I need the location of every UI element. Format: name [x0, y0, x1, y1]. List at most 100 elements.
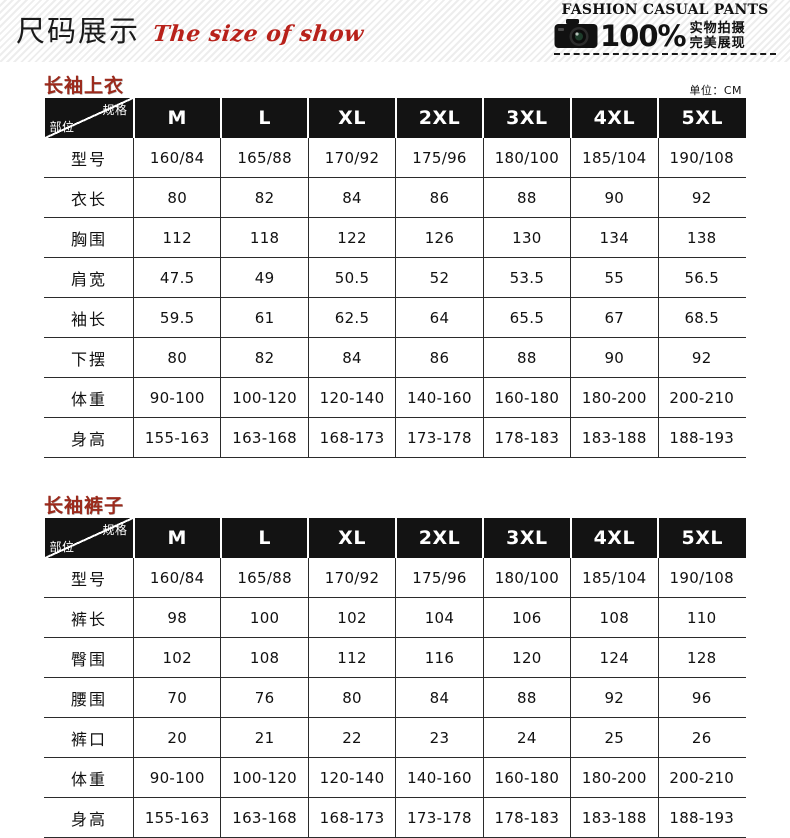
row-label: 体重	[44, 757, 134, 798]
size-header-2xl: 2XL	[395, 518, 485, 558]
cell: 180-200	[570, 757, 659, 798]
cell: 55	[570, 257, 659, 298]
cell: 65.5	[482, 297, 572, 338]
row-label: 下摆	[44, 337, 134, 378]
cell: 84	[307, 337, 397, 378]
section-top-title: 长袖上衣	[44, 75, 125, 97]
cell: 124	[570, 637, 659, 678]
banner-title-en: The size of show	[151, 21, 366, 47]
size-table-pants-head: 规格 部位 M L XL 2XL 3XL 4XL 5XL	[44, 518, 746, 558]
size-header-3xl: 3XL	[483, 98, 572, 138]
table-row: 腰围 70 76 80 84 88 92 96	[44, 677, 747, 718]
cell: 80	[132, 337, 222, 378]
banner-title: 尺码展示 The size of show	[16, 8, 366, 50]
row-label: 肩宽	[44, 257, 134, 298]
cell: 183-188	[570, 797, 659, 838]
cell: 22	[307, 717, 397, 758]
cell: 165/88	[220, 558, 309, 598]
cell: 24	[482, 717, 572, 758]
cell: 84	[307, 177, 397, 218]
cell: 92	[657, 177, 747, 218]
cell: 138	[657, 217, 747, 258]
table-row: 袖长 59.5 61 62.5 64 65.5 67 68.5	[44, 297, 747, 338]
section-pants-title: 长袖裤子	[44, 495, 125, 517]
cell: 56.5	[657, 257, 747, 298]
cell: 62.5	[307, 297, 397, 338]
size-header-l: L	[220, 98, 310, 138]
diagonal-divider	[44, 518, 133, 558]
cell: 180/100	[482, 138, 572, 178]
cell: 183-188	[570, 417, 659, 458]
cell: 168-173	[307, 417, 397, 458]
spacer-between-sections	[0, 458, 790, 492]
size-table-pants-body: 型号 160/84 165/88 170/92 175/96 180/100 1…	[44, 558, 747, 838]
table-row: 型号 160/84 165/88 170/92 175/96 180/100 1…	[44, 558, 747, 598]
section-pants-head: 长袖裤子	[44, 492, 746, 518]
size-header-5xl: 5XL	[658, 518, 746, 558]
cell: 126	[395, 217, 484, 258]
cell: 76	[220, 677, 309, 718]
cell: 61	[220, 297, 309, 338]
row-label: 体重	[44, 377, 134, 418]
cell: 88	[482, 337, 572, 378]
cell: 52	[395, 257, 484, 298]
cell: 25	[570, 717, 659, 758]
corner-spec-label: 规格	[102, 523, 128, 537]
table-row: 体重 90-100 100-120 120-140 140-160 160-18…	[44, 377, 747, 418]
cell: 163-168	[220, 417, 309, 458]
cell: 188-193	[657, 797, 747, 838]
size-header-2xl: 2XL	[395, 98, 485, 138]
cell: 188-193	[657, 417, 747, 458]
cell: 100-120	[220, 377, 309, 418]
cell: 128	[657, 637, 747, 678]
row-label: 腰围	[44, 677, 134, 718]
corner-part-label: 部位	[49, 540, 75, 554]
cell: 80	[307, 677, 397, 718]
cell: 163-168	[220, 797, 309, 838]
cell: 165/88	[220, 138, 309, 178]
table-row: 衣长 80 82 84 86 88 90 92	[44, 177, 747, 218]
badge-heading: FASHION CASUAL PANTS	[561, 2, 769, 18]
cell: 70	[132, 677, 222, 718]
header-row: 规格 部位 M L XL 2XL 3XL 4XL 5XL	[44, 98, 746, 138]
cell: 120-140	[307, 757, 397, 798]
cell: 59.5	[132, 297, 222, 338]
cell: 200-210	[657, 757, 747, 798]
cell: 173-178	[395, 797, 484, 838]
corner-spec-label: 规格	[102, 103, 128, 117]
diagonal-divider	[44, 98, 133, 138]
cell: 67	[570, 297, 659, 338]
cell: 130	[482, 217, 572, 258]
unit-note: 单位：CM	[689, 84, 742, 97]
row-label: 臀围	[44, 637, 134, 678]
corner-part-label: 部位	[49, 120, 75, 134]
cell: 200-210	[657, 377, 747, 418]
size-table-pants: 规格 部位 M L XL 2XL 3XL 4XL 5XL 型号 160/84 1…	[44, 518, 747, 838]
cell: 49	[220, 257, 309, 298]
cell: 108	[570, 597, 659, 638]
page-banner: 尺码展示 The size of show FASHION CASUAL PAN…	[0, 0, 790, 62]
cell: 178-183	[482, 417, 572, 458]
cell: 23	[395, 717, 484, 758]
cell: 140-160	[395, 757, 484, 798]
cell: 90	[570, 177, 659, 218]
row-label: 裤口	[44, 717, 134, 758]
cell: 20	[132, 717, 222, 758]
badge-body: 100% 实物拍摄 完美展现	[554, 19, 776, 53]
cell: 170/92	[307, 558, 397, 598]
table-row: 型号 160/84 165/88 170/92 175/96 180/100 1…	[44, 138, 747, 178]
banner-title-cn: 尺码展示	[16, 14, 141, 48]
size-table-top-head: 规格 部位 M L XL 2XL 3XL 4XL 5XL	[44, 98, 746, 138]
table-row: 裤长 98 100 102 104 106 108 110	[44, 597, 747, 638]
cell: 92	[657, 337, 747, 378]
cell: 180/100	[482, 558, 572, 598]
badge-cn-text: 实物拍摄 完美展现	[690, 21, 746, 51]
cell: 120-140	[307, 377, 397, 418]
table-row: 下摆 80 82 84 86 88 90 92	[44, 337, 747, 378]
table-row: 身高 155-163 163-168 168-173 173-178 178-1…	[44, 797, 747, 838]
cell: 160/84	[132, 138, 222, 178]
table-row: 体重 90-100 100-120 120-140 140-160 160-18…	[44, 757, 747, 798]
cell: 190/108	[657, 558, 747, 598]
cell: 82	[220, 337, 309, 378]
badge-dashed-rule	[554, 53, 776, 55]
